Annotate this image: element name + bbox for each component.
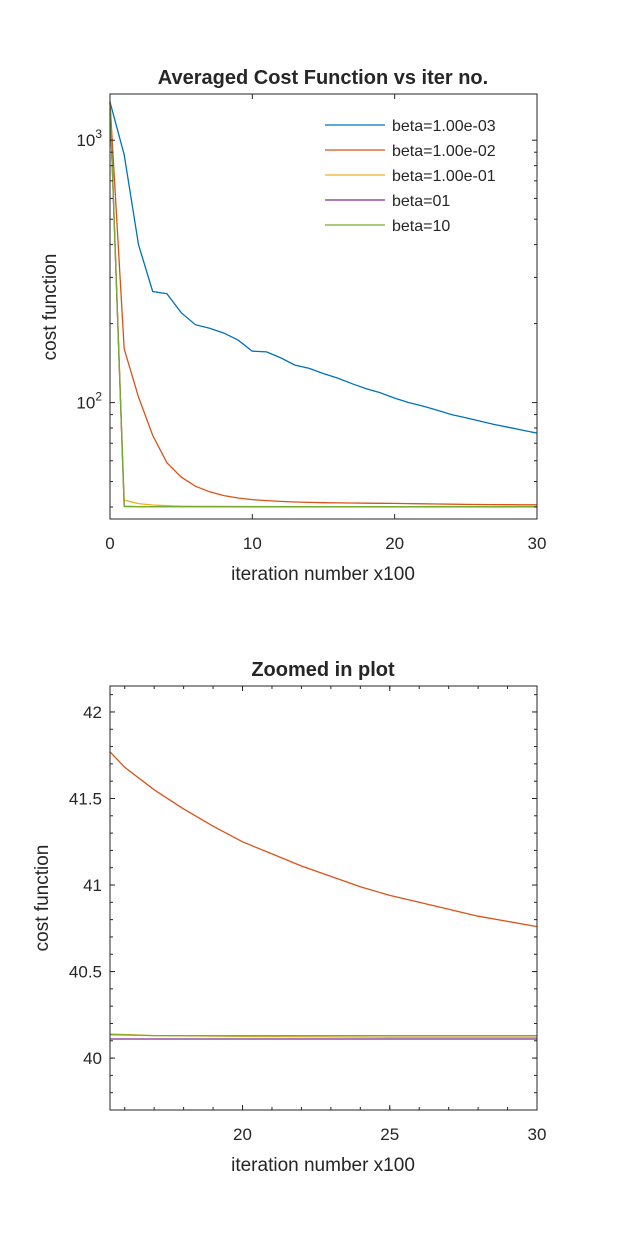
chart-top-lines [109, 101, 538, 508]
chart-bottom-ytick-label: 41.5 [69, 789, 102, 808]
chart-top-xtick-label: 0 [105, 534, 114, 553]
chart-top-ytick-label: 102 [76, 390, 102, 413]
chart-bottom-xlabel: iteration number x100 [231, 1155, 415, 1176]
chart-bottom: Zoomed in plot cost function iteration n… [32, 659, 546, 1176]
chart-bottom-ytick-label: 40.5 [69, 963, 102, 982]
chart-top-xlabel: iteration number x100 [231, 564, 415, 585]
chart-bottom-ytick-label: 40 [83, 1049, 102, 1068]
chart-bottom-title: Zoomed in plot [251, 659, 395, 681]
chart-top-plot-frame [109, 93, 538, 520]
chart-top-ytick-label: 103 [76, 127, 102, 150]
chart-top-xtick-label: 10 [243, 534, 262, 553]
chart-bottom-ytick-label: 42 [83, 703, 102, 722]
chart-top-legend: beta=1.00e-03 beta=1.00e-02 beta=1.00e-01 b… [325, 118, 496, 235]
chart-top: Averaged Cost Function vs iter no. cost … [40, 67, 546, 585]
chart-top-ylabel: cost function [40, 254, 61, 361]
chart-bottom-xtick-label: 20 [233, 1125, 252, 1144]
chart-top-ticks: 0 10 20 30 102 103 [76, 94, 546, 553]
chart-bottom-series-line-0 [109, 751, 538, 928]
chart-bottom-xtick-label: 30 [528, 1125, 547, 1144]
legend-label-3: beta=01 [392, 193, 450, 210]
chart-top-title: Averaged Cost Function vs iter no. [158, 67, 488, 89]
chart-top-xtick-label: 30 [528, 534, 547, 553]
chart-top-series-line-0 [109, 101, 538, 434]
legend-label-2: beta=1.00e-01 [392, 168, 496, 185]
legend-label-1: beta=1.00e-02 [392, 143, 496, 160]
legend-label-4: beta=10 [392, 218, 450, 235]
chart-top-series-line-2 [109, 101, 537, 508]
chart-bottom-lines [109, 751, 538, 1040]
chart-bottom-ylabel: cost function [32, 845, 53, 952]
chart-top-series-line-1 [109, 101, 537, 506]
chart-top-series-line-4 [109, 101, 537, 508]
legend-label-0: beta=1.00e-03 [392, 118, 496, 135]
chart-top-xtick-label: 20 [385, 534, 404, 553]
chart-bottom-ytick-label: 41 [83, 876, 102, 895]
chart-bottom-plot-frame [109, 685, 538, 1111]
chart-bottom-xtick-label: 25 [380, 1125, 399, 1144]
chart-bottom-series-line-3 [109, 1034, 537, 1037]
chart-top-series-line-3 [109, 101, 537, 508]
